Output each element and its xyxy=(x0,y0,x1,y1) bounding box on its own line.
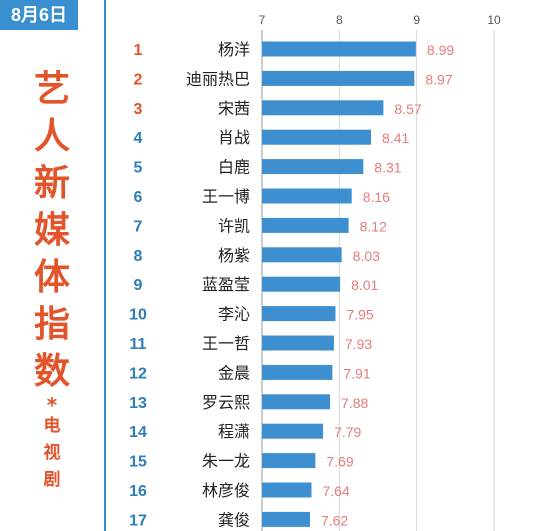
value-label: 7.62 xyxy=(321,512,348,528)
value-label: 8.03 xyxy=(353,248,380,264)
rank-number: 12 xyxy=(129,365,147,382)
value-label: 8.99 xyxy=(427,42,454,58)
value-label: 7.64 xyxy=(322,483,349,499)
value-label: 7.69 xyxy=(326,454,353,470)
rank-number: 3 xyxy=(134,101,143,118)
data-bar xyxy=(262,70,415,86)
data-bar xyxy=(262,276,341,292)
category-label: 肖战 xyxy=(218,128,250,147)
title-char: 体 xyxy=(33,257,70,298)
category-label: 林彦俊 xyxy=(202,481,250,500)
value-label: 8.12 xyxy=(360,218,387,234)
rank-number: 4 xyxy=(134,130,143,147)
data-bar xyxy=(262,100,384,116)
value-label: 7.95 xyxy=(346,307,373,323)
data-bar xyxy=(262,159,364,175)
rank-number: 15 xyxy=(129,454,147,471)
data-bar xyxy=(262,306,336,322)
value-label: 8.41 xyxy=(382,130,409,146)
title-char: 艺 xyxy=(33,69,70,110)
value-label: 8.01 xyxy=(351,277,378,293)
category-label: 许凯 xyxy=(218,216,250,235)
data-bar xyxy=(262,394,331,410)
category-label: 迪丽热巴 xyxy=(186,69,250,88)
note-asterisk: * xyxy=(46,393,58,417)
category-label: 蓝盈莹 xyxy=(202,275,250,294)
data-bar xyxy=(262,217,349,233)
rank-number: 8 xyxy=(134,248,143,265)
value-label: 7.93 xyxy=(345,336,372,352)
x-tick-label: 10 xyxy=(487,13,501,27)
data-bar xyxy=(262,482,312,498)
data-bar xyxy=(262,511,310,527)
category-label: 金晨 xyxy=(218,363,250,382)
rank-number: 7 xyxy=(134,218,143,235)
subtitle-char: 剧 xyxy=(43,470,61,490)
category-label: 王一哲 xyxy=(202,334,250,353)
title-char: 数 xyxy=(33,351,70,392)
title-char: 新 xyxy=(33,163,70,204)
value-label: 8.97 xyxy=(425,71,452,87)
data-bar xyxy=(262,364,333,380)
vertical-title: 艺 人 新 媒 体 指 数 * 电 视 剧 xyxy=(0,66,104,494)
rank-number: 11 xyxy=(130,336,147,353)
category-label: 杨洋 xyxy=(218,40,250,59)
value-label: 7.88 xyxy=(341,395,368,411)
x-tick-label: 8 xyxy=(336,13,343,27)
subtitle-char: 视 xyxy=(43,443,61,463)
x-tick-label: 7 xyxy=(259,13,266,27)
data-bar xyxy=(262,453,316,469)
rank-number: 16 xyxy=(129,483,147,500)
category-label: 程潇 xyxy=(218,422,250,441)
category-label: 龚俊 xyxy=(218,510,250,529)
category-label: 朱一龙 xyxy=(202,452,250,471)
rank-number: 5 xyxy=(134,160,143,177)
value-label: 7.91 xyxy=(343,365,370,381)
left-title-panel: 8月6日 艺 人 新 媒 体 指 数 * 电 视 剧 xyxy=(0,0,106,531)
value-label: 8.16 xyxy=(363,189,390,205)
data-bar xyxy=(262,41,416,57)
subtitle-char: 电 xyxy=(43,416,61,436)
category-label: 王一博 xyxy=(202,187,250,206)
category-label: 白鹿 xyxy=(218,158,250,177)
value-label: 7.79 xyxy=(334,424,361,440)
date-badge: 8月6日 xyxy=(0,0,78,30)
data-bar xyxy=(262,129,372,145)
rank-number: 14 xyxy=(129,424,147,441)
category-label: 宋茜 xyxy=(218,99,250,118)
value-label: 8.57 xyxy=(394,101,421,117)
rank-number: 6 xyxy=(134,189,143,206)
category-label: 罗云熙 xyxy=(202,393,250,412)
rank-number: 10 xyxy=(129,307,147,324)
category-label: 杨紫 xyxy=(218,246,250,265)
x-tick-label: 9 xyxy=(413,13,420,27)
data-bar xyxy=(262,423,324,439)
category-label: 李沁 xyxy=(218,305,250,324)
data-bar xyxy=(262,335,334,351)
data-bar xyxy=(262,247,342,263)
rank-number: 17 xyxy=(129,512,147,529)
rank-number: 9 xyxy=(134,277,143,294)
rank-number: 1 xyxy=(134,42,143,59)
rank-number: 2 xyxy=(134,71,143,88)
title-char: 媒 xyxy=(33,210,70,251)
title-char: 指 xyxy=(33,304,70,345)
rank-number: 13 xyxy=(129,395,147,412)
title-char: 人 xyxy=(33,116,70,157)
data-bar xyxy=(262,188,352,204)
value-label: 8.31 xyxy=(374,160,401,176)
